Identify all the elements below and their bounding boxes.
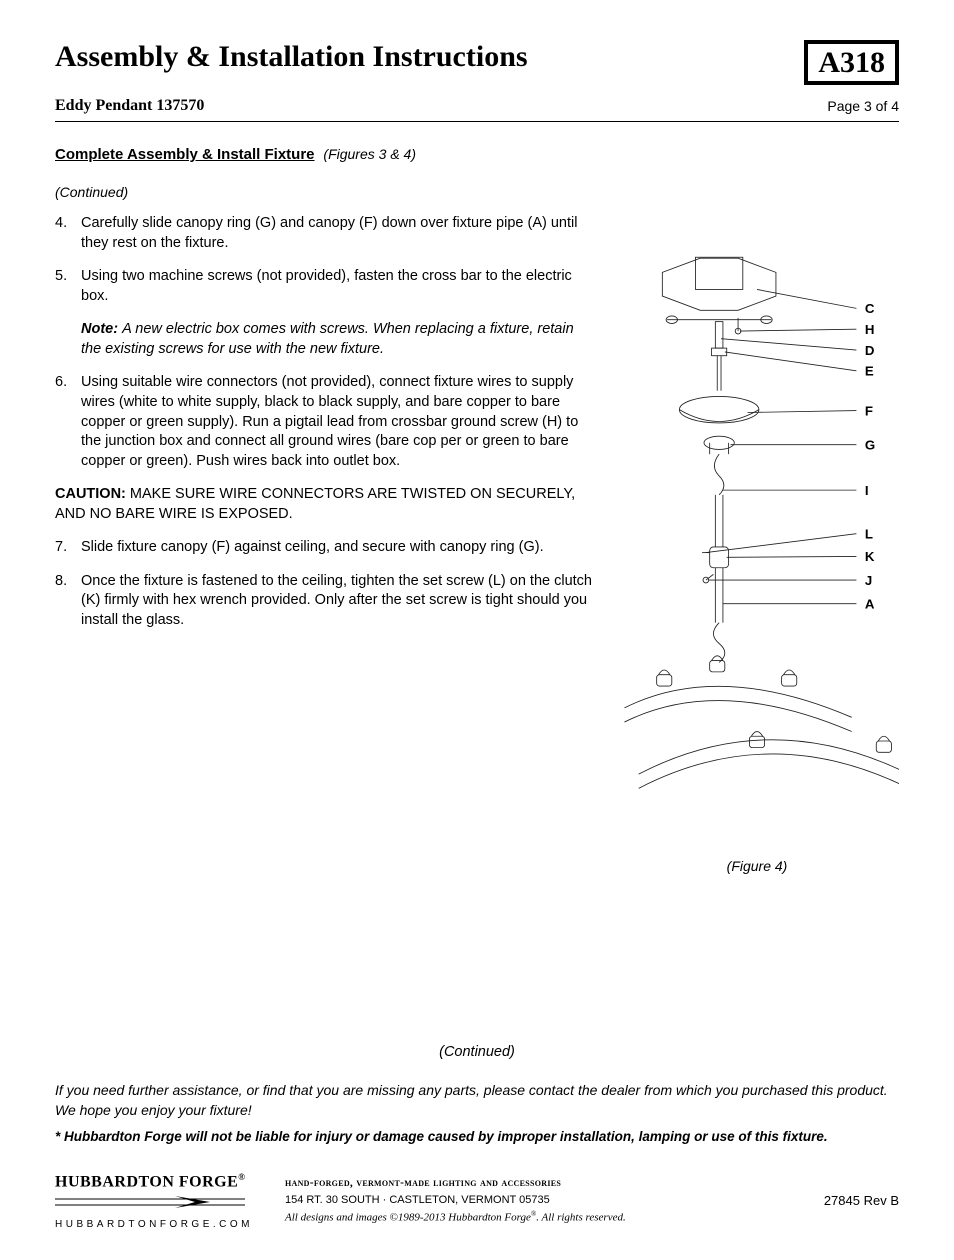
- callout-D: D: [865, 343, 875, 358]
- step-number: 6.: [55, 373, 81, 471]
- step-4: 4. Carefully slide canopy ring (G) and c…: [55, 214, 595, 253]
- step-text: Slide fixture canopy (F) against ceiling…: [81, 538, 595, 558]
- step-number: 7.: [55, 538, 81, 558]
- steps-list-c: 7. Slide fixture canopy (F) against ceil…: [55, 538, 595, 630]
- callout-G: G: [865, 437, 875, 452]
- steps-list-b: 6. Using suitable wire connectors (not p…: [55, 373, 595, 471]
- page: Assembly & Installation Instructions A31…: [0, 0, 954, 1260]
- logo-bar-icon: [55, 1195, 255, 1213]
- footer-mid: hand-forged, vermont-made lighting and a…: [285, 1175, 794, 1226]
- doc-code-badge: A318: [804, 40, 899, 85]
- section-heading: Complete Assembly & Install Fixture (Fig…: [55, 146, 899, 164]
- figure-4-diagram: CHDE F G I LKJA: [615, 244, 899, 836]
- disclaimer-text: * Hubbardton Forge will not be liable fo…: [55, 1129, 899, 1144]
- callout-C: C: [865, 301, 875, 316]
- caution-text: MAKE SURE WIRE CONNECTORS ARE TWISTED ON…: [55, 486, 575, 522]
- figure-caption: (Figure 4): [615, 858, 899, 874]
- header-row: Assembly & Installation Instructions A31…: [55, 40, 899, 85]
- step-text: Carefully slide canopy ring (G) and cano…: [81, 214, 595, 253]
- subheader-row: Eddy Pendant 137570 Page 3 of 4: [55, 97, 899, 122]
- callout-F: F: [865, 403, 873, 418]
- step-5: 5. Using two machine screws (not provide…: [55, 267, 595, 306]
- logo-url: HUBBARDTONFORGE.COM: [55, 1219, 255, 1230]
- continued-label: (Continued): [55, 184, 899, 200]
- note-label: Note:: [81, 321, 118, 337]
- footer-copyright: All designs and images ©1989-2013 Hubbar…: [285, 1209, 794, 1226]
- callout-H: H: [865, 322, 875, 337]
- figure-column: CHDE F G I LKJA (Figure 4): [615, 214, 899, 874]
- step-number: 8.: [55, 572, 81, 631]
- logo-name: HUBBARDTON FORGE®: [55, 1172, 255, 1191]
- step-text: Using two machine screws (not provided),…: [81, 267, 595, 306]
- revision-label: 27845 Rev B: [824, 1193, 899, 1208]
- step-number: 4.: [55, 214, 81, 253]
- step-text: Using suitable wire connectors (not prov…: [81, 373, 595, 471]
- caution-block: CAUTION: MAKE SURE WIRE CONNECTORS ARE T…: [55, 485, 595, 524]
- logo-name-text: HUBBARDTON FORGE: [55, 1173, 238, 1190]
- steps-list-a: 4. Carefully slide canopy ring (G) and c…: [55, 214, 595, 306]
- step-text: Once the fixture is fastened to the ceil…: [81, 572, 595, 631]
- figure-reference: (Figures 3 & 4): [323, 146, 416, 162]
- content-row: 4. Carefully slide canopy ring (G) and c…: [55, 214, 899, 874]
- callout-K: K: [865, 549, 875, 564]
- callout-A: A: [865, 596, 875, 611]
- page-title: Assembly & Installation Instructions: [55, 40, 528, 74]
- section-title: Complete Assembly & Install Fixture: [55, 146, 315, 163]
- figure-svg: CHDE F G I LKJA: [615, 244, 899, 831]
- callout-I: I: [865, 483, 869, 498]
- footer-address: 154 RT. 30 SOUTH · CASTLETON, VERMONT 05…: [285, 1192, 794, 1209]
- logo-block: HUBBARDTON FORGE® HUBBARDTONFORGE.COM: [55, 1172, 255, 1230]
- caution-label: CAUTION:: [55, 486, 126, 502]
- assistance-text: If you need further assistance, or find …: [55, 1080, 899, 1121]
- step-7: 7. Slide fixture canopy (F) against ceil…: [55, 538, 595, 558]
- bottom-footer: HUBBARDTON FORGE® HUBBARDTONFORGE.COM ha…: [55, 1172, 899, 1230]
- copyright-b: . All rights reserved.: [536, 1212, 626, 1224]
- callout-J: J: [865, 573, 872, 588]
- step-6: 6. Using suitable wire connectors (not p…: [55, 373, 595, 471]
- continued-bottom: (Continued): [55, 1044, 899, 1060]
- footer-tagline: hand-forged, vermont-made lighting and a…: [285, 1175, 794, 1192]
- step-8: 8. Once the fixture is fastened to the c…: [55, 572, 595, 631]
- note-block: Note: A new electric box comes with scre…: [81, 320, 595, 359]
- note-text: A new electric box comes with screws. Wh…: [81, 321, 574, 357]
- copyright-a: All designs and images ©1989-2013 Hubbar…: [285, 1212, 531, 1224]
- step-number: 5.: [55, 267, 81, 306]
- page-number: Page 3 of 4: [827, 98, 899, 114]
- callout-L: L: [865, 526, 873, 541]
- callout-E: E: [865, 364, 874, 379]
- product-subtitle: Eddy Pendant 137570: [55, 97, 204, 115]
- instructions-column: 4. Carefully slide canopy ring (G) and c…: [55, 214, 595, 874]
